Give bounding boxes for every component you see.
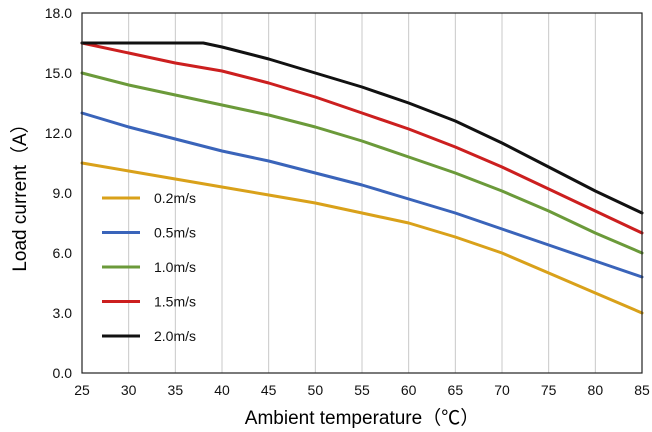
x-tick-label: 70 bbox=[494, 382, 510, 398]
y-tick-label: 12.0 bbox=[45, 125, 72, 141]
legend-label: 1.5m/s bbox=[154, 294, 196, 310]
x-tick-label: 50 bbox=[308, 382, 324, 398]
series-lines bbox=[80, 41, 644, 315]
x-tick-label: 35 bbox=[168, 382, 184, 398]
x-tick-label: 75 bbox=[541, 382, 557, 398]
legend-label: 1.0m/s bbox=[154, 259, 196, 275]
y-tick-label: 0.0 bbox=[53, 365, 73, 381]
y-tick-label: 15.0 bbox=[45, 65, 72, 81]
y-tick-label: 9.0 bbox=[53, 185, 73, 201]
series-line-1.0m/s bbox=[80, 71, 644, 255]
legend-label: 0.5m/s bbox=[154, 225, 196, 241]
x-tick-label: 85 bbox=[634, 382, 650, 398]
plot-frame bbox=[81, 12, 643, 374]
y-axis-title: Load current（A） bbox=[9, 114, 31, 271]
x-tick-label: 30 bbox=[121, 382, 137, 398]
series-line-2.0m/s bbox=[80, 41, 644, 215]
x-tick-label: 25 bbox=[74, 382, 90, 398]
legend: 0.2m/s 0.5m/s 1.0m/s 1.5m/s 2.0m/s bbox=[102, 190, 196, 344]
y-tick-label: 18.0 bbox=[45, 5, 72, 21]
x-tick-label: 80 bbox=[588, 382, 604, 398]
x-tick-label: 60 bbox=[401, 382, 417, 398]
grid-lines bbox=[128, 13, 596, 373]
legend-label: 0.2m/s bbox=[154, 190, 196, 206]
x-axis-title: Ambient temperature（℃） bbox=[245, 407, 479, 429]
y-tick-label: 3.0 bbox=[53, 305, 73, 321]
x-tick-label: 65 bbox=[448, 382, 464, 398]
x-tick-label: 40 bbox=[214, 382, 230, 398]
series-line-0.2m/s bbox=[80, 161, 644, 315]
x-tick-label: 45 bbox=[261, 382, 277, 398]
y-tick-label: 6.0 bbox=[53, 245, 73, 261]
x-tick-label: 55 bbox=[354, 382, 370, 398]
series-line-1.5m/s bbox=[80, 41, 644, 235]
legend-label: 2.0m/s bbox=[154, 328, 196, 344]
x-tick-labels: 25 30 35 40 45 50 55 60 65 70 75 80 85 bbox=[74, 382, 650, 398]
series-line-0.5m/s bbox=[80, 111, 644, 279]
y-tick-labels: 0.0 3.0 6.0 9.0 12.0 15.0 18.0 bbox=[45, 5, 72, 381]
